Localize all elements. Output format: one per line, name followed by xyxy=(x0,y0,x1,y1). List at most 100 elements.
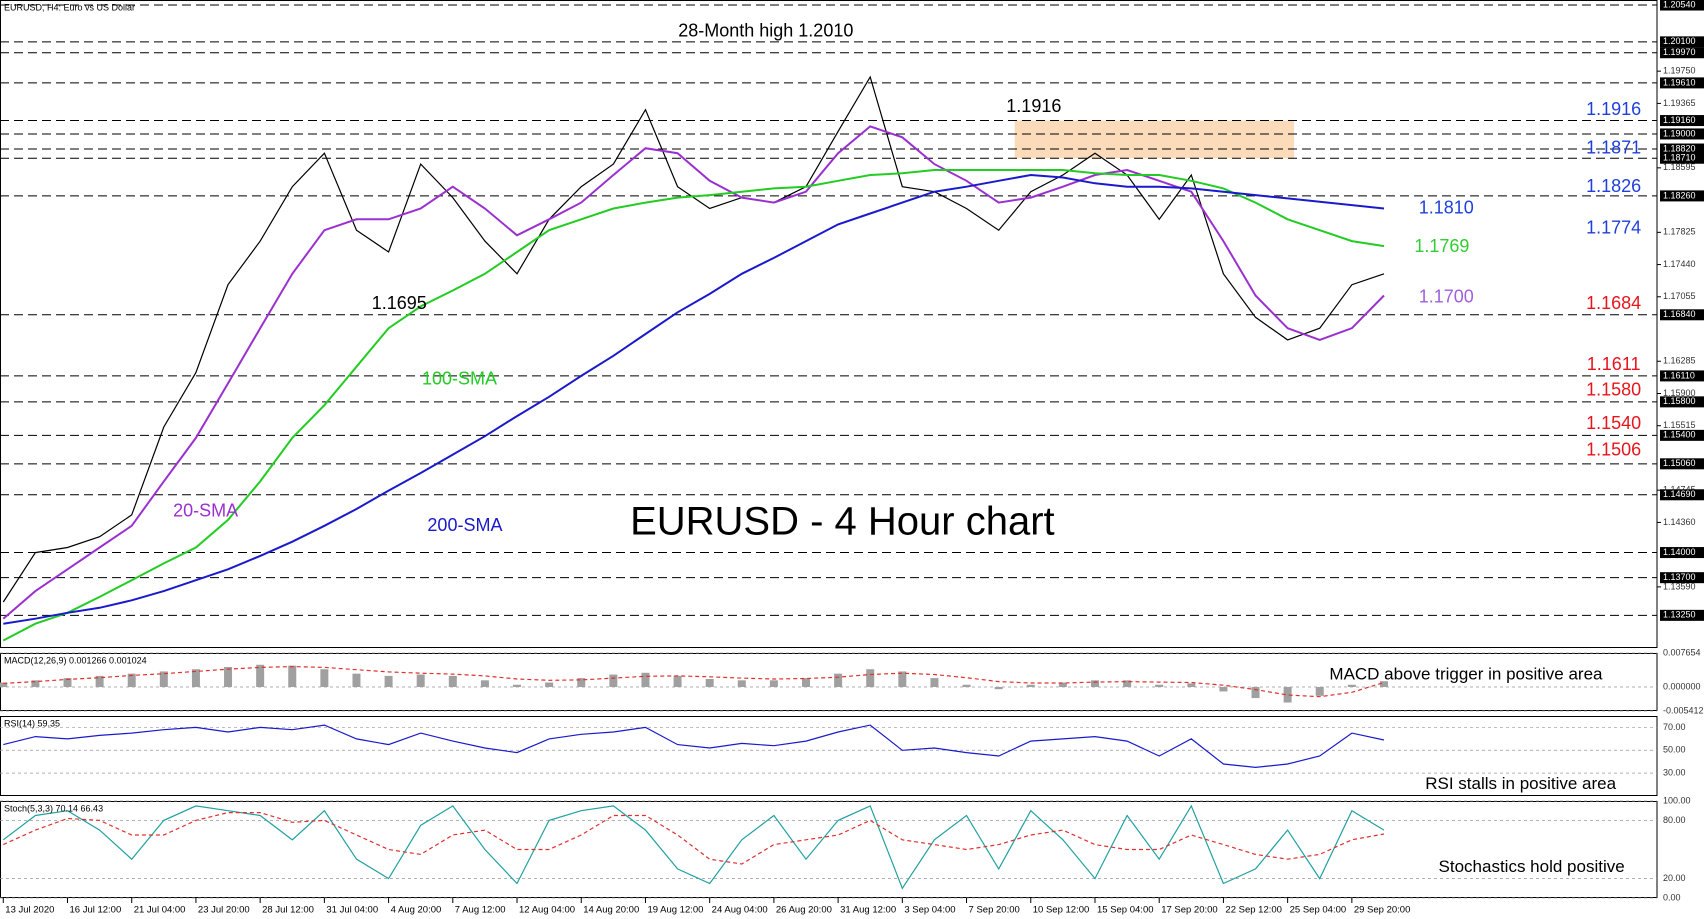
histogram-bar xyxy=(1347,684,1356,687)
y-tick-label: 30.00 xyxy=(1663,768,1686,778)
level-label: 1.19970 xyxy=(1663,47,1696,57)
level-label: 1.18260 xyxy=(1663,190,1696,200)
x-tick-label: 19 Aug 12:00 xyxy=(647,905,703,916)
x-tick-label: 31 Aug 12:00 xyxy=(840,905,896,916)
x-tick-label: 28 Jul 12:00 xyxy=(262,905,314,916)
annotation: 1.1916 xyxy=(1586,99,1641,119)
resistance-zone xyxy=(1014,120,1295,159)
level-label-box xyxy=(1660,429,1704,441)
x-tick-label: 29 Sep 20:00 xyxy=(1354,905,1411,916)
x-tick-label: 26 Aug 20:00 xyxy=(776,905,832,916)
level-label-box xyxy=(1660,572,1704,584)
x-tick-label: 16 Jul 12:00 xyxy=(69,905,121,916)
annotation: 1.1769 xyxy=(1414,236,1469,256)
histogram-bar xyxy=(416,674,425,687)
panel-frame xyxy=(0,653,1658,711)
level-label: 1.15800 xyxy=(1663,396,1696,406)
annotation: 1.1684 xyxy=(1586,293,1641,313)
level-label: 1.16840 xyxy=(1663,309,1696,319)
level-label-box xyxy=(1660,115,1704,127)
annotation: 1.1810 xyxy=(1419,198,1474,218)
level-label: 1.15400 xyxy=(1663,430,1696,440)
level-label-box xyxy=(1660,128,1704,140)
level-label-box xyxy=(1660,396,1704,408)
level-label-box xyxy=(1660,190,1704,202)
y-tick-label: 1.17825 xyxy=(1663,227,1696,237)
histogram-bar xyxy=(834,673,843,687)
histogram-bar xyxy=(448,675,457,687)
annotation: 1.1826 xyxy=(1586,176,1641,196)
panel-header: MACD(12,26,9) 0.001266 0.001024 xyxy=(4,655,147,665)
histogram-bar xyxy=(1090,680,1099,687)
level-label-box xyxy=(1660,152,1704,164)
histogram-bar xyxy=(1219,686,1228,692)
level-label: 1.20540 xyxy=(1663,0,1696,9)
histogram-bar xyxy=(705,678,714,687)
x-tick-label: 17 Sep 20:00 xyxy=(1161,905,1218,916)
x-tick-label: 31 Jul 04:00 xyxy=(326,905,378,916)
histogram-bar xyxy=(1283,686,1292,703)
annotation: 1.1540 xyxy=(1586,413,1641,433)
histogram-bar xyxy=(1123,680,1132,687)
y-tick-label: 1.19365 xyxy=(1663,98,1696,108)
y-tick-label: 1.16285 xyxy=(1663,356,1696,366)
histogram-bar xyxy=(769,680,778,687)
histogram-bar xyxy=(641,672,650,687)
level-label-box xyxy=(1660,77,1704,89)
level-label: 1.19160 xyxy=(1663,115,1696,125)
histogram-bar xyxy=(95,675,104,687)
x-tick-label: 7 Aug 12:00 xyxy=(455,905,506,916)
x-tick-label: 3 Sep 04:00 xyxy=(904,905,955,916)
level-label-box xyxy=(1660,36,1704,48)
y-tick-label: 100.00 xyxy=(1663,795,1691,805)
level-label: 1.18710 xyxy=(1663,153,1696,163)
series-line xyxy=(3,173,1385,625)
y-tick-label: 1.17055 xyxy=(1663,291,1696,301)
panel-note: Stochastics hold positive xyxy=(1439,857,1625,876)
histogram-bar xyxy=(352,673,361,687)
histogram-bar xyxy=(159,671,168,687)
annotation: 1.1695 xyxy=(372,293,427,313)
histogram-bar xyxy=(802,678,811,687)
histogram-bar xyxy=(224,667,233,687)
chart-title: EURUSD - 4 Hour chart xyxy=(630,500,1055,544)
panel-header: EURUSD, H4: Euro vs US Dollar xyxy=(4,2,135,12)
level-label: 1.19610 xyxy=(1663,77,1696,87)
histogram-bar xyxy=(737,680,746,687)
level-label: 1.16110 xyxy=(1663,370,1695,380)
histogram-bar xyxy=(609,674,618,687)
annotation: 1.1916 xyxy=(1006,96,1061,116)
x-tick-label: 13 Jul 2020 xyxy=(5,905,54,916)
level-label-box xyxy=(1660,143,1704,155)
level-label: 1.13700 xyxy=(1663,572,1696,582)
histogram-bar xyxy=(994,686,1003,690)
x-tick-label: 12 Aug 04:00 xyxy=(519,905,575,916)
series-line xyxy=(3,724,1385,769)
y-tick-label: 0.007654 xyxy=(1663,647,1701,657)
histogram-bar xyxy=(191,669,200,687)
y-tick-label: 1.15900 xyxy=(1663,388,1696,398)
level-label: 1.14000 xyxy=(1663,547,1696,557)
x-tick-label: 23 Jul 20:00 xyxy=(198,905,250,916)
x-tick-label: 7 Sep 20:00 xyxy=(969,905,1020,916)
level-label-box xyxy=(1660,547,1704,559)
annotation: 28-Month high 1.2010 xyxy=(678,20,853,40)
histogram-bar xyxy=(673,675,682,687)
series-line xyxy=(2,804,1385,890)
y-tick-label: 20.00 xyxy=(1663,873,1686,883)
level-label-box xyxy=(1660,309,1704,321)
histogram-bar xyxy=(1155,684,1164,687)
histogram-bar xyxy=(1379,681,1388,687)
histogram-bar xyxy=(127,673,136,687)
y-tick-label: 1.15515 xyxy=(1663,420,1696,430)
annotation: 1.1871 xyxy=(1586,138,1641,158)
x-tick-label: 10 Sep 12:00 xyxy=(1033,905,1090,916)
histogram-bar xyxy=(31,680,40,687)
series-label: 20-SMA xyxy=(173,501,238,521)
annotation: 1.1611 xyxy=(1587,354,1641,374)
histogram-bar xyxy=(1315,686,1324,696)
level-label: 1.14690 xyxy=(1663,489,1696,499)
histogram-bar xyxy=(384,675,393,687)
histogram-bar xyxy=(577,678,586,687)
